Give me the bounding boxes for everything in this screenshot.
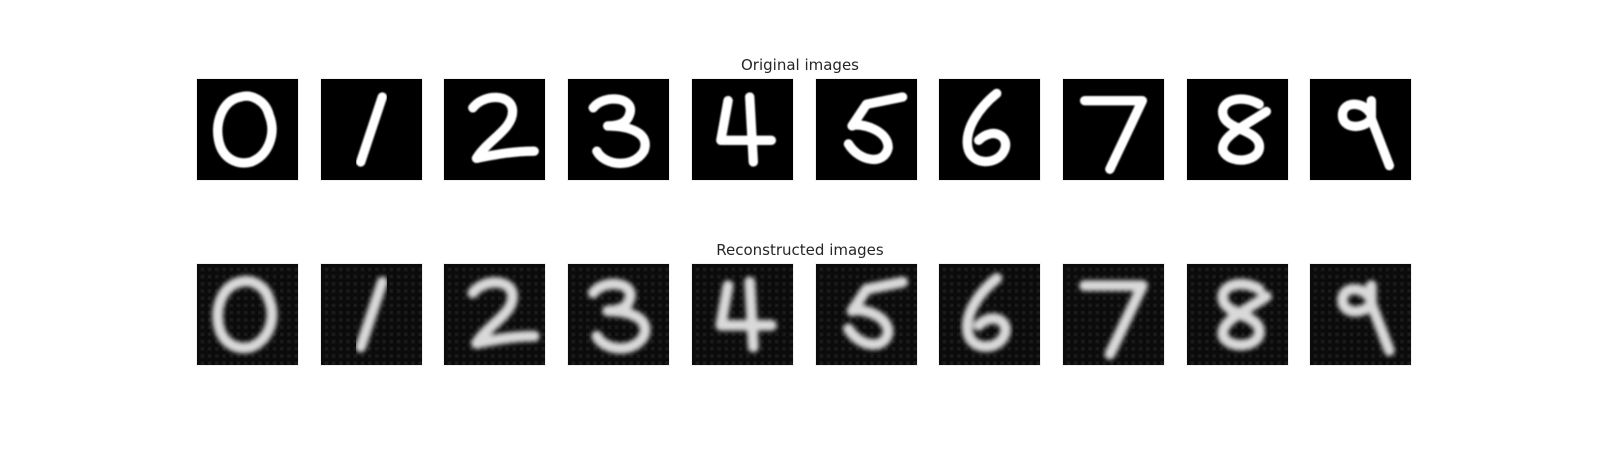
reconstructed-image-7 [1062, 263, 1165, 366]
original-image-6 [938, 78, 1041, 181]
digit-2-stroke [467, 277, 540, 349]
reconstructed-image-9-picture [1310, 264, 1411, 365]
digit-0-stroke [212, 275, 278, 354]
original-image-0-picture [197, 79, 298, 180]
reconstructed-image-4 [691, 263, 794, 366]
original-image-4 [691, 78, 794, 181]
digit-5-stroke [843, 92, 908, 165]
digit-1-stroke [355, 276, 388, 353]
reconstructed-image-2 [443, 263, 546, 366]
reconstructed-image-1 [320, 263, 423, 366]
reconstructed-image-1-picture [321, 264, 422, 365]
original-image-9 [1309, 78, 1412, 181]
reconstructed-image-5-picture [816, 264, 917, 365]
digit-0-stroke [213, 91, 277, 168]
reconstructed-image-5 [815, 263, 918, 366]
original-images-title: Original images [740, 56, 859, 74]
reconstructed-image-6-picture [939, 264, 1040, 365]
original-image-2 [443, 78, 546, 181]
digit-7-stroke [1079, 95, 1148, 174]
reconstructed-image-3 [567, 263, 670, 366]
digit-8-stroke [1217, 278, 1272, 351]
reconstructed-image-7-picture [1063, 264, 1164, 365]
digit-4-stroke [715, 276, 777, 353]
original-image-5-picture [816, 79, 917, 180]
reconstructed-image-6 [938, 263, 1041, 366]
reconstructed-image-3-picture [568, 264, 669, 365]
original-image-8 [1186, 78, 1289, 181]
original-image-7 [1062, 78, 1165, 181]
digit-5-stroke [843, 276, 908, 350]
digit-9-stroke [1337, 280, 1395, 356]
original-image-9-picture [1310, 79, 1411, 180]
reconstructed-image-0 [196, 263, 299, 366]
digit-3-stroke [588, 94, 650, 168]
reconstructed-image-4-picture [692, 264, 793, 365]
image-background [692, 79, 793, 180]
original-image-5 [815, 78, 918, 181]
reconstructed-images-title: Reconstructed images [716, 241, 884, 259]
digit-9-stroke [1337, 95, 1395, 171]
digit-6-stroke [961, 273, 1011, 352]
original-image-1 [320, 78, 423, 181]
reconstructed-image-2-picture [444, 264, 545, 365]
digit-6-stroke [962, 88, 1011, 167]
digit-8-stroke [1218, 94, 1272, 165]
digit-3-stroke [587, 278, 651, 354]
digit-2-stroke [468, 92, 539, 164]
original-image-3-picture [568, 79, 669, 180]
original-image-1-picture [321, 79, 422, 180]
reconstructed-image-0-picture [197, 264, 298, 365]
original-image-2-picture [444, 79, 545, 180]
original-image-8-picture [1187, 79, 1288, 180]
reconstructed-image-9 [1309, 263, 1412, 366]
original-image-6-picture [939, 79, 1040, 180]
original-image-0 [196, 78, 299, 181]
digit-4-stroke [716, 92, 777, 167]
reconstructed-image-8-picture [1187, 264, 1288, 365]
reconstructed-image-8 [1186, 263, 1289, 366]
digit-1-stroke [355, 92, 388, 167]
digit-7-stroke [1079, 280, 1148, 360]
original-image-4-picture [692, 79, 793, 180]
original-image-3 [567, 78, 670, 181]
original-image-7-picture [1063, 79, 1164, 180]
